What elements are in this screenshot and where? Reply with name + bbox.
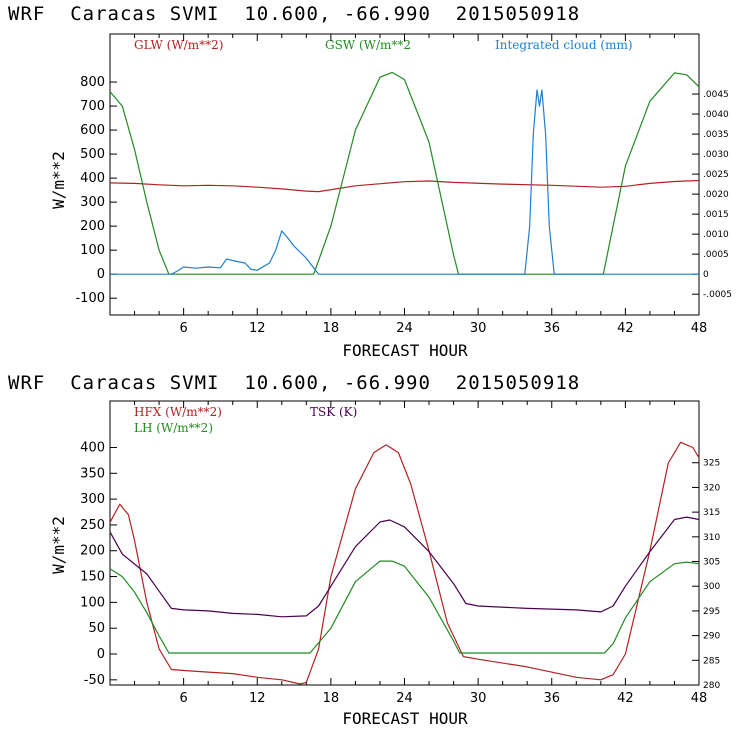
x-tick-label: 6: [179, 691, 187, 706]
y2-tick-label: .0035: [703, 130, 729, 140]
series-line-integrated: [110, 89, 699, 275]
chart-2-y-axis-label: W/m**2: [49, 516, 68, 574]
y2-tick-label: 295: [703, 607, 720, 617]
y-tick-label: 200: [80, 544, 105, 559]
y-tick-label: 400: [80, 440, 105, 455]
chart-2-title: WRF Caracas SVMI 10.600, -66.990 2015050…: [8, 372, 580, 394]
chart-1-legend-gsw: GSW (W/m**2: [325, 38, 411, 52]
series-line-gsw: [109, 71, 700, 275]
chart-1: WRF Caracas SVMI 10.600, -66.990 2015050…: [8, 3, 732, 360]
y2-tick-label: 0: [703, 270, 709, 280]
y-tick-label: 100: [80, 243, 105, 258]
x-tick-label: 30: [470, 321, 487, 336]
y-tick-label: 300: [80, 195, 105, 210]
y2-tick-label: .0005: [703, 250, 729, 260]
x-tick-label: 30: [470, 691, 487, 706]
x-tick-label: 42: [617, 321, 634, 336]
y2-tick-label: 310: [703, 533, 720, 543]
series-line-tsk: [109, 516, 700, 618]
y2-tick-label: .0020: [703, 190, 729, 200]
y-tick-label: 300: [80, 492, 105, 507]
x-tick-label: 6: [179, 321, 187, 336]
y-tick-label: 200: [80, 219, 105, 234]
y-tick-label: -100: [75, 291, 105, 306]
y2-tick-label: 325: [703, 459, 720, 469]
chart-2-ticks: 6 12 18 24 30 36 42 48 -50 0 50 100 150 200 250 300 350 4…: [80, 401, 720, 706]
y2-tick-label: 285: [703, 656, 720, 666]
y-tick-label: 250: [80, 518, 105, 533]
x-tick-label: 48: [691, 321, 708, 336]
y2-tick-label: .0045: [703, 90, 729, 100]
chart-2: WRF Caracas SVMI 10.600, -66.990 2015050…: [8, 372, 720, 728]
chart-1-series: [109, 71, 700, 275]
y-tick-label: 100: [80, 595, 105, 610]
y2-tick-label: .0015: [703, 210, 729, 220]
x-tick-label: 24: [396, 691, 413, 706]
y-tick-label: 50: [88, 621, 105, 636]
y2-tick-label: 320: [703, 483, 720, 493]
y-tick-label: 350: [80, 466, 105, 481]
y-tick-label: 0: [97, 647, 105, 662]
y-tick-label: 150: [80, 570, 105, 585]
chart-1-x-axis-label: FORECAST HOUR: [342, 341, 468, 360]
y2-tick-label: 280: [703, 681, 720, 691]
chart-2-series: [109, 441, 700, 685]
y2-tick-label: 305: [703, 558, 720, 568]
chart-1-y-axis-label: W/m**2: [49, 151, 68, 209]
y-tick-label: 400: [80, 171, 105, 186]
chart-2-legend-lh: LH (W/m**2): [134, 421, 213, 435]
x-tick-label: 18: [323, 691, 340, 706]
chart-1-ticks: 6 12 18 24 30 36 42 48 -100 0 100 200 300 400 500 600 70…: [75, 34, 732, 336]
y-tick-label: 700: [80, 99, 105, 114]
y2-tick-label: .0040: [703, 110, 729, 120]
chart-2-legend-tsk: TSK (K): [310, 405, 357, 419]
chart-2-legend-hfx: HFX (W/m**2): [134, 405, 222, 419]
x-tick-label: 36: [543, 321, 560, 336]
x-tick-label: 12: [249, 321, 266, 336]
y2-tick-label: -.0005: [703, 290, 732, 300]
series-line-hfx: [109, 441, 700, 685]
y-tick-label: 500: [80, 147, 105, 162]
chart-1-legend-glw: GLW (W/m**2): [134, 38, 223, 52]
y-tick-label: 0: [97, 267, 105, 282]
x-tick-label: 42: [617, 691, 634, 706]
series-line-lh: [109, 560, 700, 654]
y2-tick-label: .0030: [703, 150, 729, 160]
y2-tick-label: 290: [703, 632, 720, 642]
y2-tick-label: 300: [703, 582, 720, 592]
y2-tick-label: 315: [703, 508, 720, 518]
x-tick-label: 18: [323, 321, 340, 336]
x-tick-label: 48: [691, 691, 708, 706]
y-tick-label: 800: [80, 75, 105, 90]
y-tick-label: 600: [80, 123, 105, 138]
x-tick-label: 24: [396, 321, 413, 336]
chart-2-x-axis-label: FORECAST HOUR: [342, 709, 468, 728]
x-tick-label: 36: [543, 691, 560, 706]
series-line-glw: [109, 179, 700, 193]
x-tick-label: 12: [249, 691, 266, 706]
y2-tick-label: .0025: [703, 170, 729, 180]
chart-1-legend-cloud: Integrated cloud (mm): [495, 38, 633, 52]
y-tick-label: -50: [84, 673, 105, 688]
y2-tick-label: .0010: [703, 230, 729, 240]
chart-1-title: WRF Caracas SVMI 10.600, -66.990 2015050…: [8, 3, 580, 25]
